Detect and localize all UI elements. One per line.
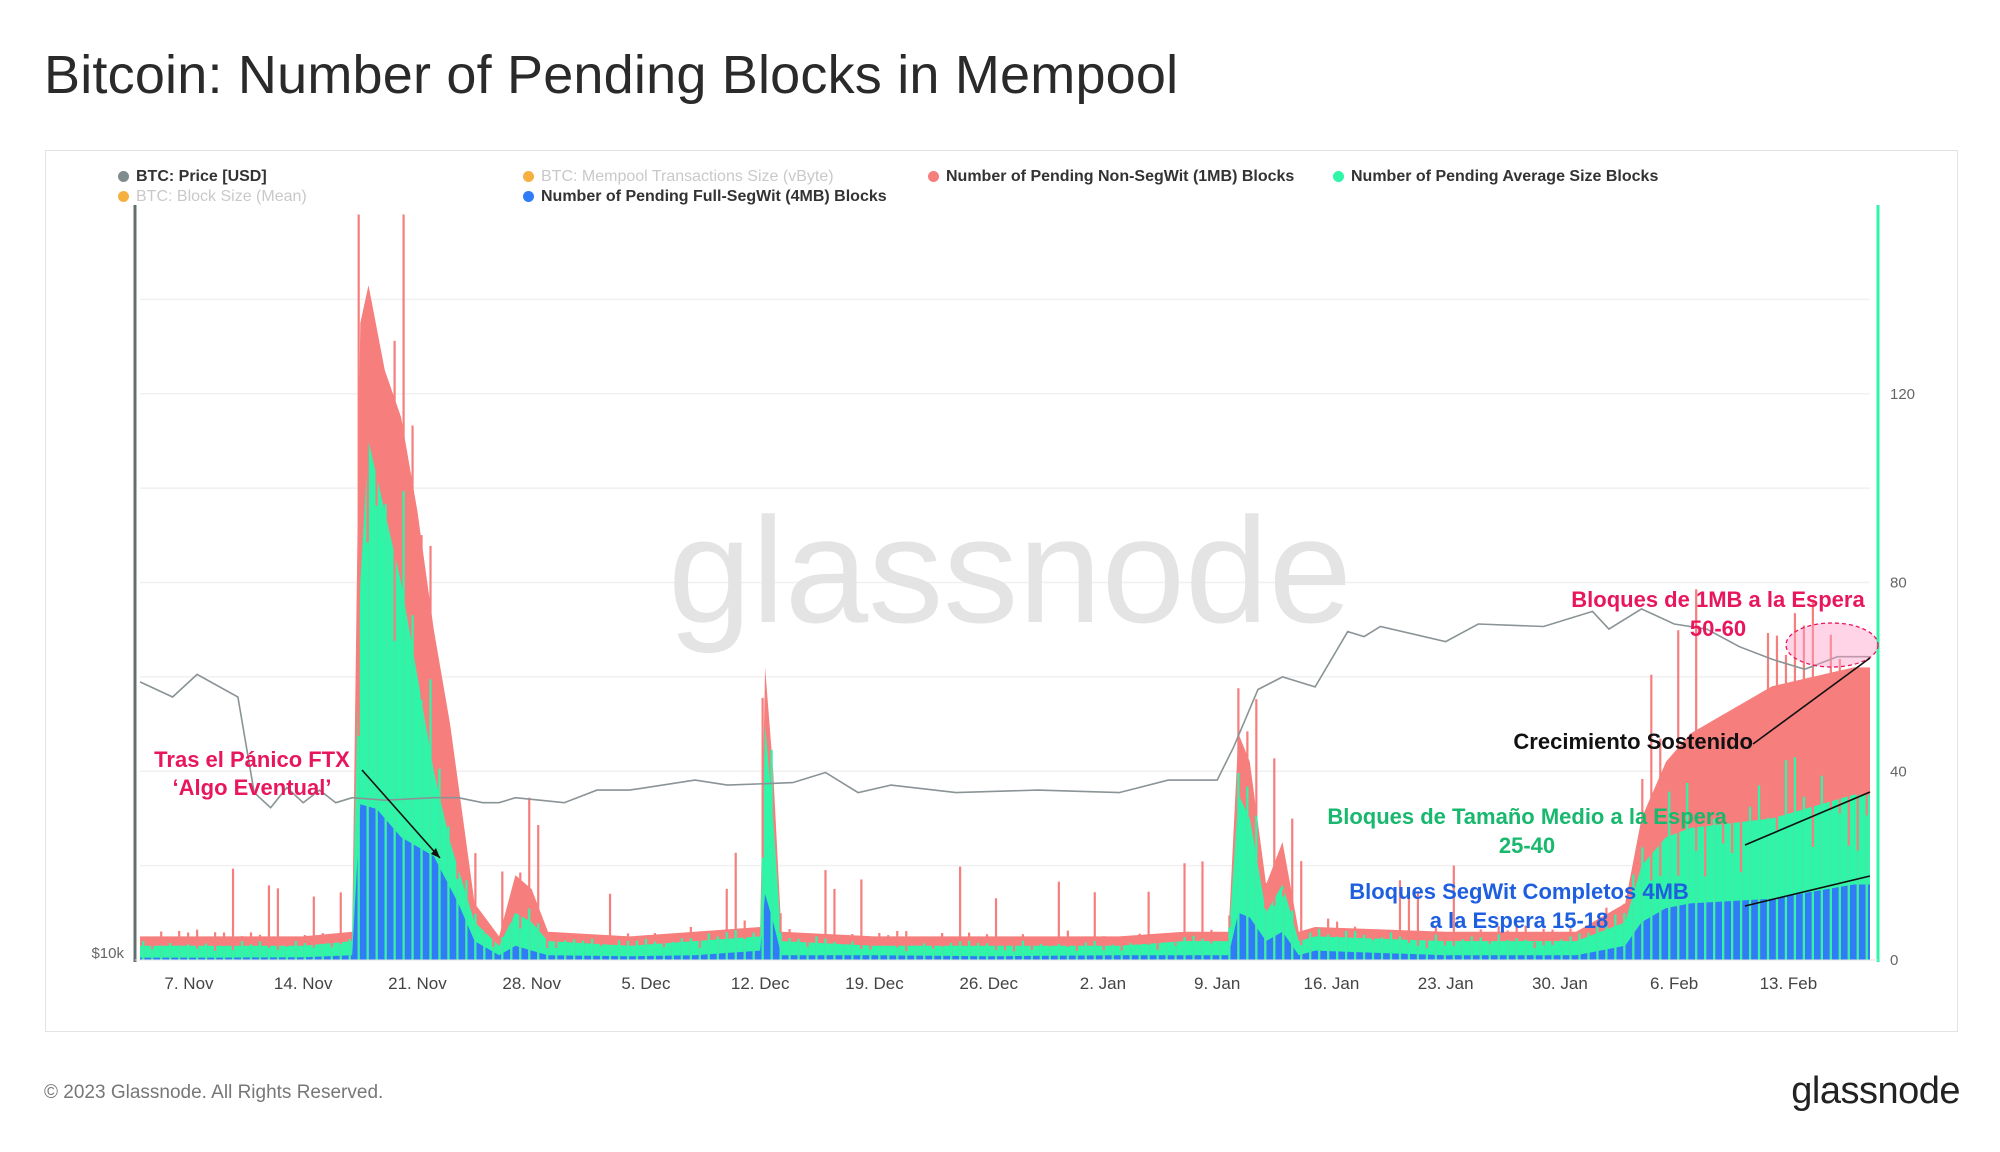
legend-price-label: BTC: Price [USD] bbox=[136, 168, 267, 185]
x-tick-label: 13. Feb bbox=[1760, 974, 1818, 993]
x-tick-label: 23. Jan bbox=[1418, 974, 1474, 993]
x-tick-label: 6. Feb bbox=[1650, 974, 1698, 993]
x-tick-label: 28. Nov bbox=[502, 974, 561, 993]
x-tick-label: 21. Nov bbox=[388, 974, 447, 993]
glassnode-logo[interactable]: glassnode bbox=[1791, 1070, 1960, 1112]
annotation-growth-arrow bbox=[1752, 657, 1871, 745]
legend-item-average[interactable]: Number of Pending Average Size Blocks bbox=[1333, 168, 1658, 186]
chart-frame bbox=[45, 150, 1958, 1032]
legend-item-non-segwit[interactable]: Number of Pending Non-SegWit (1MB) Block… bbox=[928, 168, 1294, 186]
annotation-segwit-line1: Bloques SegWit Completos 4MB bbox=[1349, 879, 1689, 904]
y-right-tick-label: 0 bbox=[1890, 952, 1898, 969]
copyright: © 2023 Glassnode. All Rights Reserved. bbox=[44, 1082, 384, 1103]
legend-item-mempool-size[interactable]: BTC: Mempool Transactions Size (vByte) bbox=[523, 168, 834, 186]
legend-full-segwit-icon bbox=[523, 191, 534, 202]
legend-item-price[interactable]: BTC: Price [USD] bbox=[118, 168, 267, 186]
annotation-ftx-arrowhead bbox=[431, 848, 440, 858]
y-right-tick-label: 120 bbox=[1890, 386, 1915, 403]
annotation-1mb-line1: Bloques de 1MB a la Espera bbox=[1571, 587, 1865, 612]
legend-item-block-size[interactable]: BTC: Block Size (Mean) bbox=[118, 188, 307, 206]
y-left-tick-label: $10k bbox=[91, 945, 124, 962]
legend-block-size-icon bbox=[118, 191, 129, 202]
legend-mempool-size-label: BTC: Mempool Transactions Size (vByte) bbox=[541, 168, 834, 185]
x-tick-label: 9. Jan bbox=[1194, 974, 1240, 993]
page-title: Bitcoin: Number of Pending Blocks in Mem… bbox=[44, 45, 1179, 105]
x-tick-label: 2. Jan bbox=[1080, 974, 1126, 993]
x-tick-label: 12. Dec bbox=[731, 974, 790, 993]
legend-average-label: Number of Pending Average Size Blocks bbox=[1351, 168, 1659, 185]
annotation-ftx-line1: Tras el Pánico FTX bbox=[154, 747, 350, 772]
legend-block-size-label: BTC: Block Size (Mean) bbox=[136, 188, 307, 205]
annotation-1mb-line2: 50-60 bbox=[1690, 616, 1746, 641]
watermark: glassnode bbox=[668, 486, 1352, 654]
legend-non-segwit-label: Number of Pending Non-SegWit (1MB) Block… bbox=[946, 168, 1295, 185]
y-right-tick-label: 40 bbox=[1890, 763, 1907, 780]
annotation-ftx-arrow bbox=[361, 769, 441, 859]
annotation-1mb-ellipse bbox=[1785, 622, 1879, 668]
legend-price-icon bbox=[118, 171, 129, 182]
series-price-line bbox=[139, 607, 1870, 809]
legend-non-segwit-icon bbox=[928, 171, 939, 182]
annotation-ftx-line2: ‘Algo Eventual’ bbox=[173, 775, 332, 800]
annotation-average-line2: 25-40 bbox=[1499, 833, 1555, 858]
x-tick-label: 5. Dec bbox=[621, 974, 671, 993]
x-tick-label: 19. Dec bbox=[845, 974, 904, 993]
x-tick-label: 30. Jan bbox=[1532, 974, 1588, 993]
legend-mempool-size-icon bbox=[523, 171, 534, 182]
x-tick-label: 16. Jan bbox=[1304, 974, 1360, 993]
annotation-segwit-arrow bbox=[1744, 875, 1871, 907]
legend-full-segwit-label: Number of Pending Full-SegWit (4MB) Bloc… bbox=[541, 188, 887, 205]
x-tick-label: 26. Dec bbox=[959, 974, 1018, 993]
annotation-segwit-line2: a la Espera 15-18 bbox=[1430, 908, 1609, 933]
x-tick-label: 14. Nov bbox=[274, 974, 333, 993]
legend-item-full-segwit[interactable]: Number of Pending Full-SegWit (4MB) Bloc… bbox=[523, 188, 887, 206]
y-right-tick-label: 80 bbox=[1890, 575, 1907, 592]
legend-average-icon bbox=[1333, 171, 1344, 182]
annotation-average-arrow bbox=[1744, 791, 1871, 846]
x-tick-label: 7. Nov bbox=[164, 974, 214, 993]
annotation-average-line1: Bloques de Tamaño Medio a la Espera bbox=[1327, 804, 1727, 829]
annotation-growth: Crecimiento Sostenido bbox=[1513, 729, 1753, 754]
